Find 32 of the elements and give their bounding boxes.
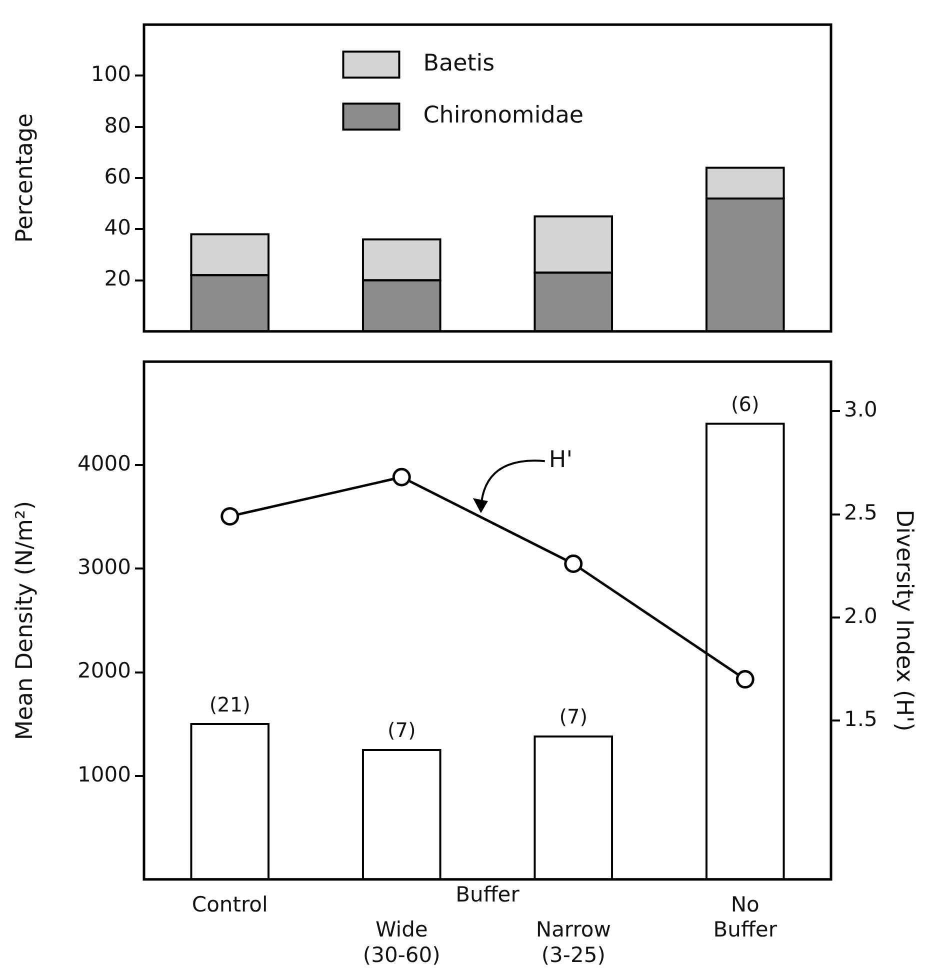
y-tick-label: 20 [104, 266, 131, 291]
x-tick-label: Wide (30-60) [362, 918, 440, 967]
y-axis-title: Mean Density (N/m²) [12, 500, 38, 740]
point [220, 507, 240, 526]
y-axis-title: Percentage [12, 113, 38, 243]
y-tick-label: 4000 [78, 452, 131, 476]
x-tick-label: Narrow (3-25) [536, 918, 611, 967]
y-tick-label: 40 [104, 216, 131, 240]
annotation: (6) [730, 392, 760, 416]
annotation: (21) [209, 692, 250, 716]
annotation: (7) [387, 718, 416, 742]
point [564, 554, 583, 574]
x-tick-label: No Buffer [713, 892, 778, 942]
y-tick-label: 1000 [78, 762, 131, 786]
annotation: (7) [559, 704, 588, 729]
y-tick-label: 80 [104, 113, 131, 138]
x-tick-label: Control [192, 892, 268, 916]
legend-label: Baetis [423, 50, 495, 77]
y-tick-label: 100 [90, 62, 131, 86]
point [736, 670, 754, 689]
text: H' [548, 447, 573, 474]
y2-tick-label: 1.5 [844, 707, 878, 732]
y2-axis-title: Diversity Index (H') [891, 510, 918, 732]
y2-tick-label: 2.5 [844, 500, 878, 525]
y2-tick-label: 3.0 [844, 398, 878, 422]
y2-tick-label: 2.0 [844, 604, 878, 628]
y-tick-label: 3000 [78, 555, 131, 580]
text: Buffer [456, 882, 520, 906]
y-tick-label: 2000 [78, 658, 131, 683]
y-tick-label: 60 [104, 164, 131, 188]
legend-label: Chironomidae [423, 102, 584, 129]
point [392, 468, 411, 486]
